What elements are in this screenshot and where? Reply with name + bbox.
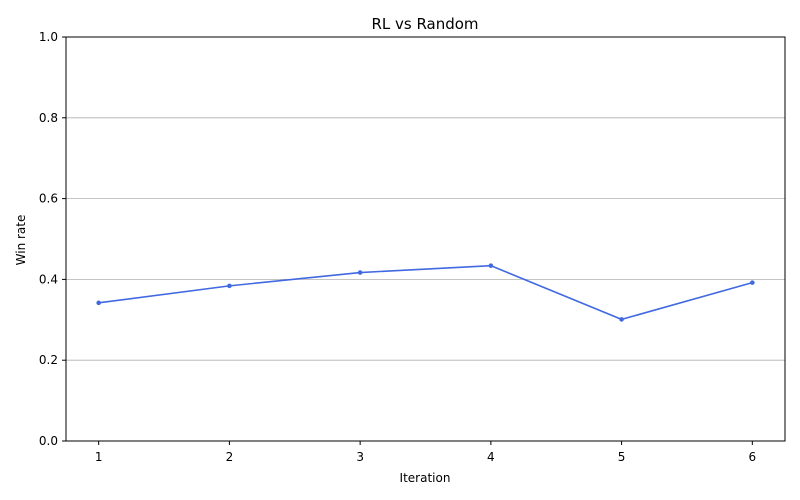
win-rate-point — [750, 280, 755, 285]
y-tick-label: 0.0 — [39, 434, 58, 448]
x-tick-label: 5 — [618, 450, 626, 464]
y-tick-label: 0.4 — [39, 272, 58, 286]
y-tick-label: 0.6 — [39, 192, 58, 206]
x-tick-label: 3 — [356, 450, 364, 464]
win-rate-line — [98, 264, 753, 321]
plot-frame — [65, 36, 786, 442]
y-axis-label: Win rate — [14, 215, 28, 266]
series — [96, 263, 755, 322]
gridlines — [66, 36, 785, 442]
ticks: 0.0 0.2 0.4 0.6 0.8 1.0 1 2 3 4 5 6 — [39, 30, 756, 464]
x-tick-label: 1 — [95, 450, 103, 464]
x-axis-label: Iteration — [400, 471, 451, 485]
x-tick-label: 2 — [226, 450, 234, 464]
win-rate-point — [619, 317, 624, 322]
chart-title: RL vs Random — [371, 15, 478, 33]
y-tick-label: 1.0 — [39, 30, 58, 44]
win-rate-point — [227, 283, 232, 289]
axes — [65, 36, 786, 442]
x-tick-label: 6 — [748, 450, 756, 464]
y-tick-label: 0.8 — [39, 111, 58, 125]
x-tick-label: 4 — [487, 450, 495, 464]
win-rate-point — [488, 263, 494, 268]
win-rate-point — [357, 270, 363, 275]
y-tick-label: 0.2 — [39, 353, 58, 367]
win-rate-point — [96, 300, 101, 306]
